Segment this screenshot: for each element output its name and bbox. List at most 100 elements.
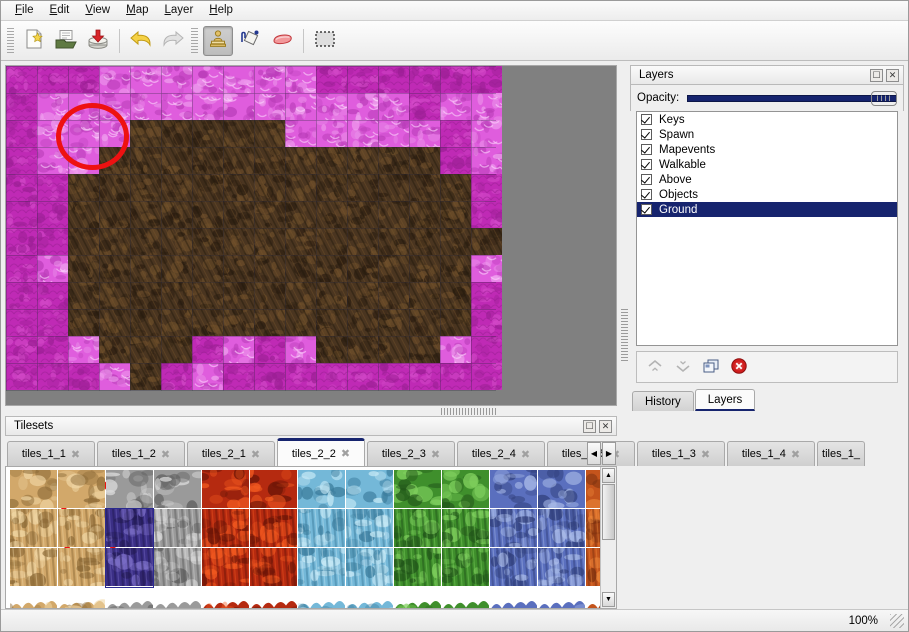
map-tile[interactable] — [359, 307, 433, 338]
map-tile[interactable] — [266, 277, 340, 313]
layer-row[interactable]: Spawn — [637, 127, 897, 142]
map-tile[interactable] — [49, 224, 123, 256]
layers-undock-icon[interactable]: ☐ — [870, 68, 883, 82]
tileset-tile[interactable] — [154, 587, 201, 608]
close-tab-icon[interactable]: ✖ — [160, 448, 171, 461]
map-tile[interactable] — [439, 358, 477, 390]
map-tile[interactable] — [328, 281, 402, 310]
map-tile[interactable] — [435, 145, 477, 177]
map-tile[interactable] — [80, 281, 154, 311]
redo-button[interactable] — [158, 26, 188, 56]
map-tile[interactable] — [297, 281, 371, 310]
tileset-view[interactable]: ▲ ▼ — [5, 466, 617, 609]
map-tile[interactable] — [464, 198, 508, 230]
map-tile[interactable] — [328, 142, 402, 175]
map-tile[interactable] — [390, 254, 464, 287]
map-tile[interactable] — [235, 279, 309, 311]
horizontal-splitter-grip[interactable] — [621, 309, 628, 361]
map-tile[interactable] — [80, 333, 154, 365]
tileset-tile[interactable] — [583, 507, 600, 548]
map-tile[interactable] — [235, 170, 309, 202]
tileset-tile[interactable] — [490, 587, 537, 608]
delete-layer-button[interactable] — [729, 357, 749, 377]
tileset-tile[interactable] — [437, 547, 496, 587]
map-tile[interactable] — [251, 334, 291, 363]
tileset-tile[interactable] — [6, 467, 61, 515]
layer-visibility-checkbox[interactable] — [641, 144, 652, 155]
map-tile[interactable] — [464, 282, 508, 312]
map-tile[interactable] — [470, 66, 508, 98]
map-tile[interactable] — [390, 223, 464, 259]
tileset-tile[interactable] — [295, 467, 346, 512]
map-tile[interactable] — [235, 117, 309, 151]
tileset-tile[interactable] — [437, 467, 490, 512]
map-tile[interactable] — [111, 197, 185, 229]
splitter-grip[interactable] — [441, 408, 497, 415]
scroll-up-arrow-icon[interactable]: ▲ — [602, 468, 615, 483]
tileset-tile[interactable] — [388, 505, 443, 552]
map-tile[interactable] — [421, 168, 495, 203]
close-tab-icon[interactable]: ✖ — [520, 448, 531, 461]
map-tile[interactable] — [315, 361, 353, 394]
tileset-tile[interactable] — [291, 544, 350, 587]
map-tile[interactable] — [94, 363, 136, 390]
map-tile[interactable] — [173, 307, 247, 339]
map-tile[interactable] — [173, 117, 247, 150]
map-tile[interactable] — [80, 144, 154, 176]
map-tile[interactable] — [390, 143, 464, 175]
tileset-tile[interactable] — [250, 587, 301, 608]
layers-close-icon[interactable]: ✕ — [886, 68, 899, 82]
map-tile[interactable] — [359, 169, 433, 205]
map-tile[interactable] — [297, 306, 371, 340]
map-tile[interactable] — [35, 174, 74, 202]
map-tile[interactable] — [297, 331, 371, 365]
map-tile[interactable] — [142, 254, 216, 285]
map-tile[interactable] — [235, 198, 309, 229]
tileset-tile[interactable] — [530, 502, 591, 554]
map-tile[interactable] — [204, 227, 278, 256]
map-tile[interactable] — [297, 143, 371, 175]
map-tile[interactable] — [173, 225, 247, 256]
map-tile[interactable] — [436, 118, 477, 149]
map-tile[interactable] — [6, 119, 43, 153]
menu-item-edit[interactable]: Edit — [49, 4, 70, 16]
map-tile[interactable] — [359, 333, 433, 369]
new-map-button[interactable] — [19, 26, 49, 56]
map-tile[interactable] — [376, 116, 414, 147]
tileset-tab-tiles_1_4[interactable]: tiles_1_4 ✖ — [727, 441, 815, 466]
map-tile[interactable] — [67, 66, 105, 98]
tileset-tile[interactable] — [538, 587, 592, 608]
map-tile[interactable] — [36, 359, 74, 393]
map-tile[interactable] — [266, 226, 340, 259]
map-tile[interactable] — [111, 250, 185, 286]
menu-item-map[interactable]: Map — [126, 4, 149, 16]
menu-item-layer[interactable]: Layer — [164, 4, 194, 16]
map-tile[interactable] — [204, 198, 278, 229]
map-tile[interactable] — [282, 66, 319, 97]
lower-layer-button[interactable] — [673, 357, 693, 377]
dock-tab-layers[interactable]: Layers — [694, 389, 756, 411]
map-tile[interactable] — [111, 173, 185, 205]
map-tile[interactable] — [128, 66, 166, 98]
tileset-tab-tiles_2_1[interactable]: tiles_2_1 ✖ — [187, 441, 275, 466]
map-tile[interactable] — [220, 90, 262, 124]
map-tile[interactable] — [49, 250, 123, 283]
map-tile[interactable] — [80, 173, 154, 205]
map-tile[interactable] — [328, 197, 402, 230]
map-tile[interactable] — [68, 89, 103, 123]
map-tile[interactable] — [188, 91, 228, 124]
map-tile[interactable] — [297, 198, 371, 229]
close-tab-icon[interactable]: ✖ — [340, 448, 351, 460]
map-tile[interactable] — [142, 117, 216, 150]
tileset-tile[interactable] — [388, 467, 451, 508]
map-tile[interactable] — [284, 358, 322, 390]
tileset-tile-selected[interactable] — [100, 544, 160, 587]
tileset-tile-selected[interactable] — [104, 501, 157, 551]
map-tile[interactable] — [49, 278, 123, 312]
tilesets-undock-icon[interactable]: ☐ — [583, 419, 596, 433]
map-tile[interactable] — [235, 146, 309, 176]
map-tile[interactable] — [6, 91, 43, 124]
tileset-tile[interactable] — [294, 504, 352, 551]
map-tile[interactable] — [467, 255, 511, 284]
map-tile[interactable] — [49, 197, 123, 233]
